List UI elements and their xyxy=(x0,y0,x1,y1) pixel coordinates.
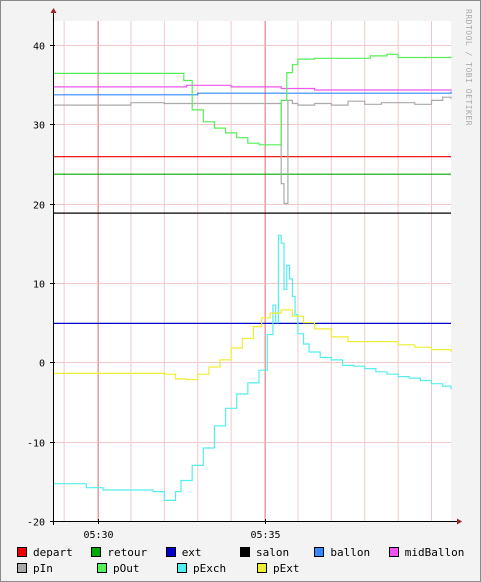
series-line-pIn xyxy=(53,96,452,205)
series-line-pExch xyxy=(53,234,452,501)
legend-item-pOut: pOut xyxy=(97,560,177,576)
legend-item-depart: depart xyxy=(17,544,91,560)
legend-label: ext xyxy=(181,545,202,559)
legend-item-salon: salon xyxy=(240,544,314,560)
series-line-pExt xyxy=(53,309,452,381)
legend-swatch xyxy=(91,547,102,557)
series-line-ballon xyxy=(53,91,452,96)
legend-swatch xyxy=(165,547,176,557)
legend-swatch xyxy=(97,563,107,573)
y-tick-label: 20 xyxy=(33,201,45,212)
plot-area xyxy=(53,21,451,521)
legend-label: salon xyxy=(256,545,290,559)
legend-item-midBallon: midBallon xyxy=(388,544,477,560)
legend-label: pExt xyxy=(273,561,300,575)
tick-labels: -20 -10 0 10 20 30 40 05:30 05:35 xyxy=(27,42,281,542)
y-tick-label: 0 xyxy=(39,359,45,370)
y-tick-label: 40 xyxy=(33,42,45,53)
legend: depart retour ext salon ballon midBallon pIn pO… xyxy=(17,544,477,576)
y-tick-label: 10 xyxy=(33,280,45,291)
x-tick-label: 05:35 xyxy=(250,530,280,541)
legend-swatch xyxy=(17,547,27,557)
legend-label: depart xyxy=(33,545,73,559)
watermark: RRDTOOL / TOBI OETIKER xyxy=(464,9,473,126)
y-tick-label: -20 xyxy=(27,518,45,529)
legend-label: retour xyxy=(107,545,148,559)
legend-swatch xyxy=(17,563,27,573)
legend-item-ballon: ballon xyxy=(314,544,388,560)
y-tick-label: -10 xyxy=(27,439,45,450)
series-layer xyxy=(53,53,452,501)
legend-item-pExt: pExt xyxy=(257,560,337,576)
series-line-pOut xyxy=(53,53,452,146)
legend-label: midBallon xyxy=(404,545,465,559)
legend-label: pExch xyxy=(193,561,227,575)
legend-swatch xyxy=(314,547,325,557)
series-line-midBallon xyxy=(53,84,452,91)
y-axis-arrow xyxy=(50,8,57,13)
legend-swatch xyxy=(257,563,267,573)
x-axis-arrow xyxy=(457,518,462,525)
legend-item-ext: ext xyxy=(165,544,240,560)
x-tick-label: 05:30 xyxy=(83,530,113,541)
legend-swatch xyxy=(388,547,399,557)
legend-item-pExch: pExch xyxy=(177,560,257,576)
y-tick-label: 30 xyxy=(33,121,45,132)
legend-swatch xyxy=(240,547,251,557)
axis-layer xyxy=(50,8,462,525)
legend-item-retour: retour xyxy=(91,544,165,560)
legend-label: ballon xyxy=(330,545,371,559)
legend-row: depart retour ext salon ballon midBallon xyxy=(17,544,477,560)
legend-item-pIn: pIn xyxy=(17,560,97,576)
legend-row: pIn pOut pExch pExt xyxy=(17,560,477,576)
legend-label: pIn xyxy=(33,561,53,575)
legend-label: pOut xyxy=(113,561,140,575)
grid-layer xyxy=(53,21,451,522)
legend-swatch xyxy=(177,563,187,573)
